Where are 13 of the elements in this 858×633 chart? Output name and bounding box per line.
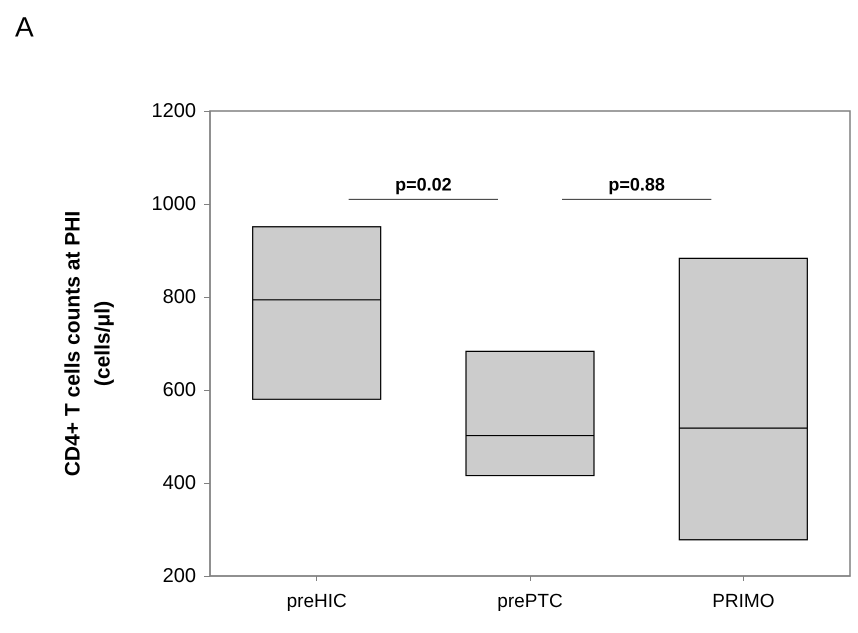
x-tick-label: PRIMO (712, 591, 774, 612)
x-tick-label: preHIC (286, 591, 347, 612)
y-tick-label: 1000 (152, 193, 196, 215)
annotation: p=0.88 (608, 174, 665, 194)
y-tick-label: 800 (162, 286, 196, 308)
y-tick-label: 400 (162, 472, 196, 494)
y-tick-label: 600 (162, 379, 196, 401)
annotation: p=0.02 (395, 174, 452, 194)
x-tick-label: prePTC (497, 591, 563, 612)
y-tick-label: 200 (162, 565, 196, 587)
chart-title: A (15, 12, 34, 42)
y-axis-title: CD4+ T cells counts at PHI (cells/μl) (62, 210, 114, 476)
y-tick-label: 1200 (152, 100, 196, 122)
